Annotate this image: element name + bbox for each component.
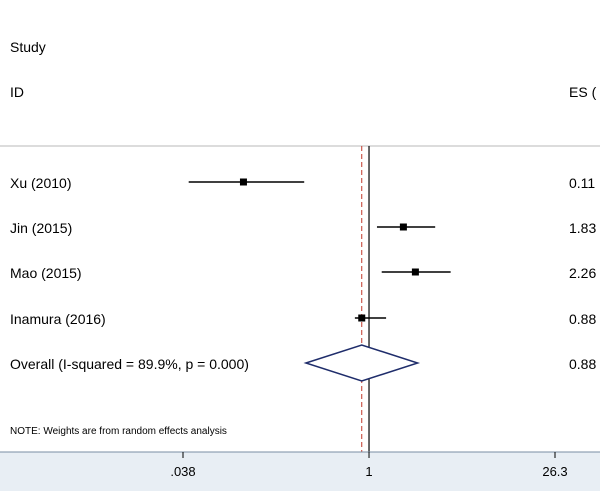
study-row: Jin (2015) 1.83 <box>10 220 596 236</box>
id-header: ID <box>10 84 24 100</box>
effect-size-value: 0.88 <box>569 311 596 327</box>
x-tick-label: 26.3 <box>542 464 567 479</box>
study-header: Study <box>10 39 46 55</box>
es-header: ES ( <box>569 84 597 100</box>
study-row: Inamura (2016) 0.88 <box>10 311 596 327</box>
effect-size-marker <box>239 178 247 186</box>
overall-effect-value: 0.88 <box>569 356 596 372</box>
overall-diamond <box>303 344 421 382</box>
study-row: Xu (2010) 0.11 <box>10 175 595 191</box>
weights-note: NOTE: Weights are from random effects an… <box>10 426 227 437</box>
study-row: Mao (2015) 2.26 <box>10 265 596 281</box>
effect-size-marker <box>411 268 419 276</box>
study-label: Inamura (2016) <box>10 311 106 327</box>
overall-label: Overall (I-squared = 89.9%, p = 0.000) <box>10 356 249 372</box>
study-label: Xu (2010) <box>10 175 71 191</box>
x-axis-strip <box>0 452 600 491</box>
effect-size-marker <box>399 223 407 231</box>
effect-size-value: 0.11 <box>569 175 595 191</box>
x-tick-label: 1 <box>365 464 372 479</box>
effect-size-value: 2.26 <box>569 265 596 281</box>
x-tick-label: .038 <box>170 464 195 479</box>
overall-row: Overall (I-squared = 89.9%, p = 0.000) 0… <box>10 344 596 382</box>
study-label: Mao (2015) <box>10 265 82 281</box>
effect-size-value: 1.83 <box>569 220 596 236</box>
effect-size-marker <box>358 314 366 322</box>
study-label: Jin (2015) <box>10 220 72 236</box>
